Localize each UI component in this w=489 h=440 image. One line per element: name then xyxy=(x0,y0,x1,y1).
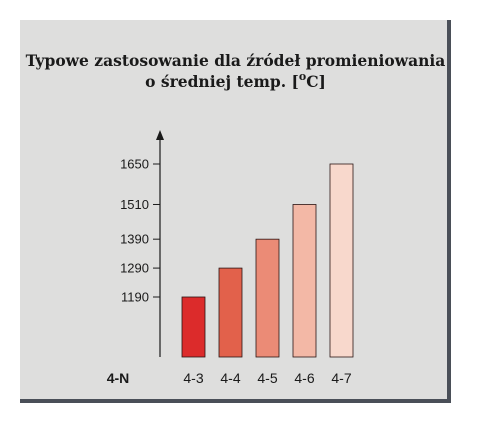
x-axis-label: 4-N xyxy=(107,370,130,386)
chart-title: Typowe zastosowanie dla źródeł promienio… xyxy=(20,50,451,94)
chart-title-line2: o średniej temp. [oC] xyxy=(20,70,451,94)
x-category-label: 4-3 xyxy=(183,370,203,386)
x-category-label: 4-5 xyxy=(257,370,277,386)
chart-title-unit: C] xyxy=(306,72,326,91)
x-category-label: 4-7 xyxy=(331,370,351,386)
x-category-label: 4-6 xyxy=(294,370,314,386)
bar xyxy=(255,238,280,358)
y-tick-label: 1650 xyxy=(120,157,149,172)
chart-title-line1: Typowe zastosowanie dla źródeł promienio… xyxy=(25,51,446,70)
x-category-label: 4-4 xyxy=(220,370,240,386)
y-axis-arrow xyxy=(156,130,164,140)
y-tick-label: 1390 xyxy=(120,232,149,247)
bar xyxy=(181,296,206,358)
y-tick-label: 1510 xyxy=(120,197,149,212)
y-tick-label: 1190 xyxy=(121,290,149,305)
bar xyxy=(292,204,317,358)
bar xyxy=(329,163,354,358)
bar xyxy=(218,267,243,358)
chart-title-line2-prefix: o średniej temp. [ xyxy=(145,72,299,91)
chart-title-unit-degree: o xyxy=(298,70,307,83)
y-tick-label: 1290 xyxy=(120,261,149,276)
